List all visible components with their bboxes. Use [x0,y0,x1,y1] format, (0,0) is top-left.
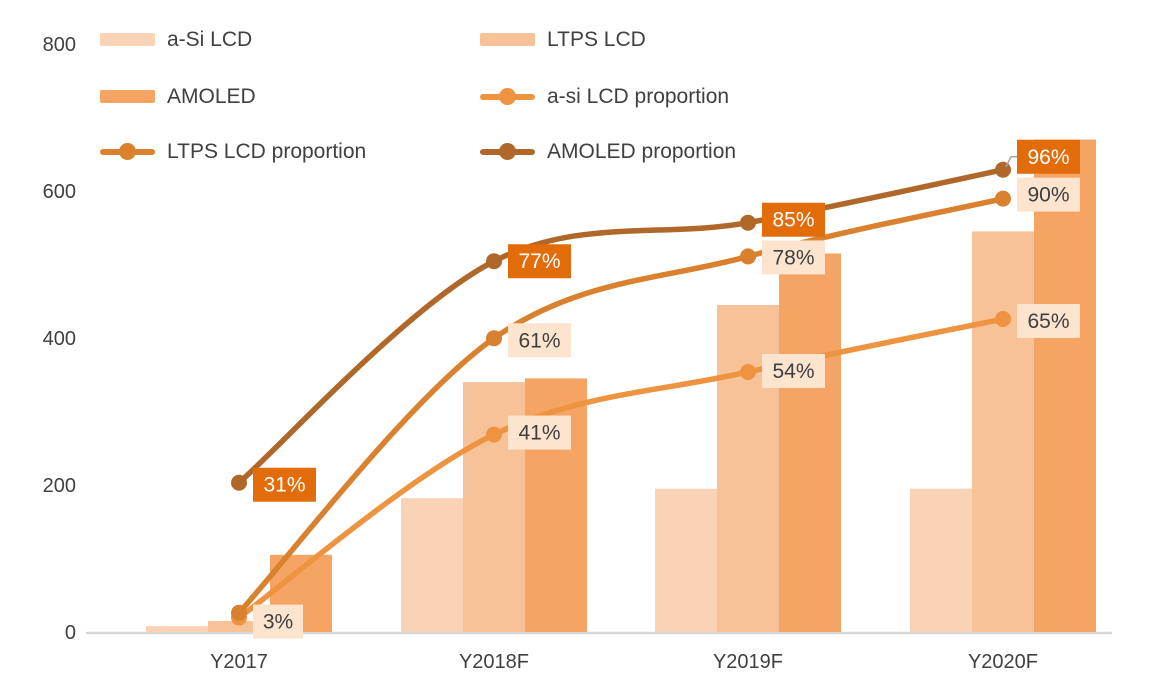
line-ltps-lcd-proportion [236,195,1006,616]
x-label-y2017: Y2017 [210,651,268,673]
a-si-lcd-proportion-line-marker [480,84,535,110]
dot-swatch [499,88,516,105]
ltps-lcd-proportion-line-marker [100,139,155,165]
point-a-si-lcd-proportion-y2018f [486,426,502,443]
x-label-y2018f: Y2018F [459,651,529,673]
bar-amoled-y2019f [779,253,841,632]
label-text-65-a-si-lcd-proportion: 65% [1027,310,1069,333]
y-axis-tick-400: 400 [43,328,76,350]
legend-item-amoled-proportion: AMOLED proportion [480,139,736,165]
bar-amoled-y2020f [1034,139,1096,633]
amoled-bar-swatch [100,84,155,110]
point-ltps-lcd-proportion-y2019f [740,248,756,265]
x-label-y2020f: Y2020F [968,651,1038,673]
legend-label-a-si-lcd-proportion: a-si LCD proportion [547,85,730,108]
label-leader-amoled-proportion-y2020f [1005,156,1017,168]
label-box-90-ltps-lcd-proportion [1017,177,1080,212]
point-ltps-lcd-proportion-y2018f [486,330,502,347]
point-amoled-proportion-y2018f [486,253,502,270]
y-axis-tick-800: 800 [43,34,76,56]
y-axis-tick-0: 0 [65,622,76,644]
label-box-85-amoled-proportion [762,202,825,237]
bar-ltps-lcd-y2020f [972,231,1034,633]
point-amoled-proportion-y2019f [740,214,756,231]
y-axis-tick-600: 600 [43,181,76,203]
dot-swatch [119,143,136,160]
label-text-77-amoled-proportion: 77% [518,250,560,273]
bar-a-si-lcd-y2018f [401,498,463,632]
label-text-31-amoled-proportion: 31% [263,474,305,497]
label-box-54-a-si-lcd-proportion [762,353,825,388]
bar-a-si-lcd-y2017 [146,626,208,632]
legend-label-amoled: AMOLED [167,85,256,108]
x-label-y2019f: Y2019F [713,651,783,673]
line-amoled-proportion [236,167,1006,486]
point-amoled-proportion-y2020f [995,161,1011,178]
label-text-54-a-si-lcd-proportion: 54% [772,360,814,383]
label-text-61-ltps-lcd-proportion: 61% [518,329,560,352]
legend-label-ltps-lcd-proportion: LTPS LCD proportion [167,140,367,163]
a-si-lcd-bar-swatch [100,27,155,53]
legend-item-a-si-lcd: a-Si LCD [100,27,252,53]
label-box-41-a-si-lcd-proportion [508,415,571,450]
label-box-96-amoled-proportion [1017,139,1080,174]
point-ltps-lcd-proportion-y2020f [995,190,1011,207]
legend-label-amoled-proportion: AMOLED proportion [547,140,737,163]
point-ltps-lcd-proportion-y2017 [231,604,247,621]
label-text-41-a-si-lcd-proportion: 41% [518,422,560,445]
label-box-3-a-si-lcd-proportion [253,604,303,639]
legend-item-amoled: AMOLED [100,84,256,110]
label-box-31-amoled-proportion [253,467,316,502]
label-text-90-ltps-lcd-proportion: 90% [1027,184,1069,207]
legend-item-a-si-lcd-proportion: a-si LCD proportion [480,84,729,110]
point-amoled-proportion-y2017 [231,474,247,491]
legend-item-ltps-lcd: LTPS LCD [480,27,646,53]
legend-label-ltps-lcd: LTPS LCD [547,28,646,51]
amoled-proportion-line-marker [480,139,535,165]
label-box-77-amoled-proportion [508,244,571,279]
label-box-65-a-si-lcd-proportion [1017,304,1080,339]
legend-label-a-si-lcd: a-Si LCD [167,28,253,51]
label-box-78-ltps-lcd-proportion [762,240,825,275]
label-text-85-amoled-proportion: 85% [772,209,814,232]
label-box-61-ltps-lcd-proportion [508,323,571,358]
line-a-si-lcd-proportion [236,316,1006,621]
bar-a-si-lcd-y2019f [655,488,717,632]
label-text-78-ltps-lcd-proportion: 78% [772,246,814,269]
label-text-96-amoled-proportion: 96% [1027,146,1069,169]
label-text-3-a-si-lcd-proportion: 3% [263,611,293,634]
dot-swatch [499,143,516,160]
point-a-si-lcd-proportion-y2019f [740,363,756,380]
legend-item-ltps-lcd-proportion: LTPS LCD proportion [100,139,366,165]
bar-ltps-lcd-y2017 [208,620,270,632]
bar-ltps-lcd-y2019f [717,304,779,632]
bar-a-si-lcd-y2020f [910,488,972,632]
point-a-si-lcd-proportion-y2020f [995,311,1011,328]
ltps-lcd-bar-swatch [480,27,535,53]
y-axis-tick-200: 200 [43,475,76,497]
